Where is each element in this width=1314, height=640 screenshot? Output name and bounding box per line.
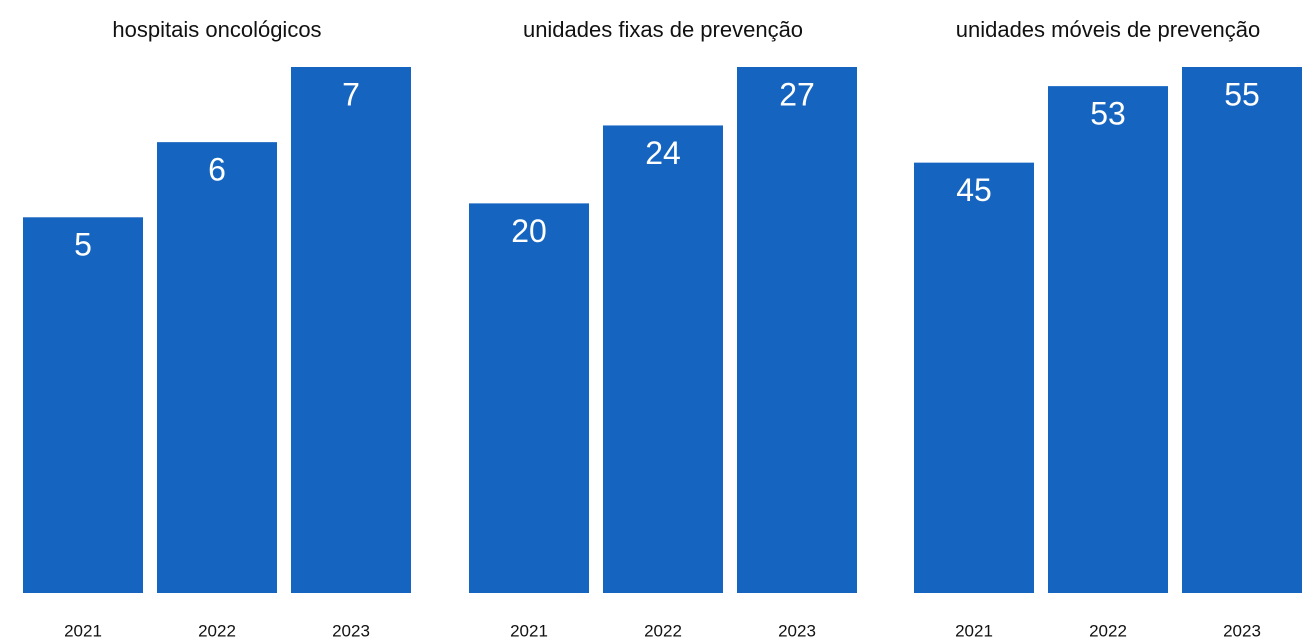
bar — [737, 67, 857, 593]
value-label: 24 — [645, 135, 681, 171]
value-label: 5 — [74, 227, 92, 263]
value-label: 53 — [1090, 96, 1126, 132]
x-tick-label: 2023 — [1223, 621, 1261, 640]
bar — [469, 203, 589, 594]
bar — [1048, 86, 1168, 594]
x-tick-label: 2023 — [778, 621, 816, 640]
bar — [603, 125, 723, 593]
value-label: 6 — [208, 152, 226, 188]
bar — [157, 142, 277, 593]
x-tick-label: 2023 — [332, 621, 370, 640]
x-tick-label: 2021 — [510, 621, 548, 640]
value-label: 27 — [779, 76, 815, 112]
x-tick-label: 2021 — [955, 621, 993, 640]
x-tick-label: 2022 — [1089, 621, 1127, 640]
panel-title: unidades fixas de prevenção — [523, 17, 803, 42]
bar — [914, 162, 1034, 594]
bar — [23, 217, 143, 594]
value-label: 7 — [342, 76, 360, 112]
panel-title: unidades móveis de prevenção — [956, 17, 1261, 42]
x-tick-label: 2022 — [198, 621, 236, 640]
x-tick-label: 2021 — [64, 621, 102, 640]
x-tick-label: 2022 — [644, 621, 682, 640]
value-label: 20 — [511, 213, 547, 249]
value-label: 55 — [1224, 76, 1260, 112]
panel-title: hospitais oncológicos — [112, 17, 321, 42]
bar — [291, 67, 411, 593]
value-label: 45 — [956, 172, 992, 208]
bar — [1182, 67, 1302, 593]
